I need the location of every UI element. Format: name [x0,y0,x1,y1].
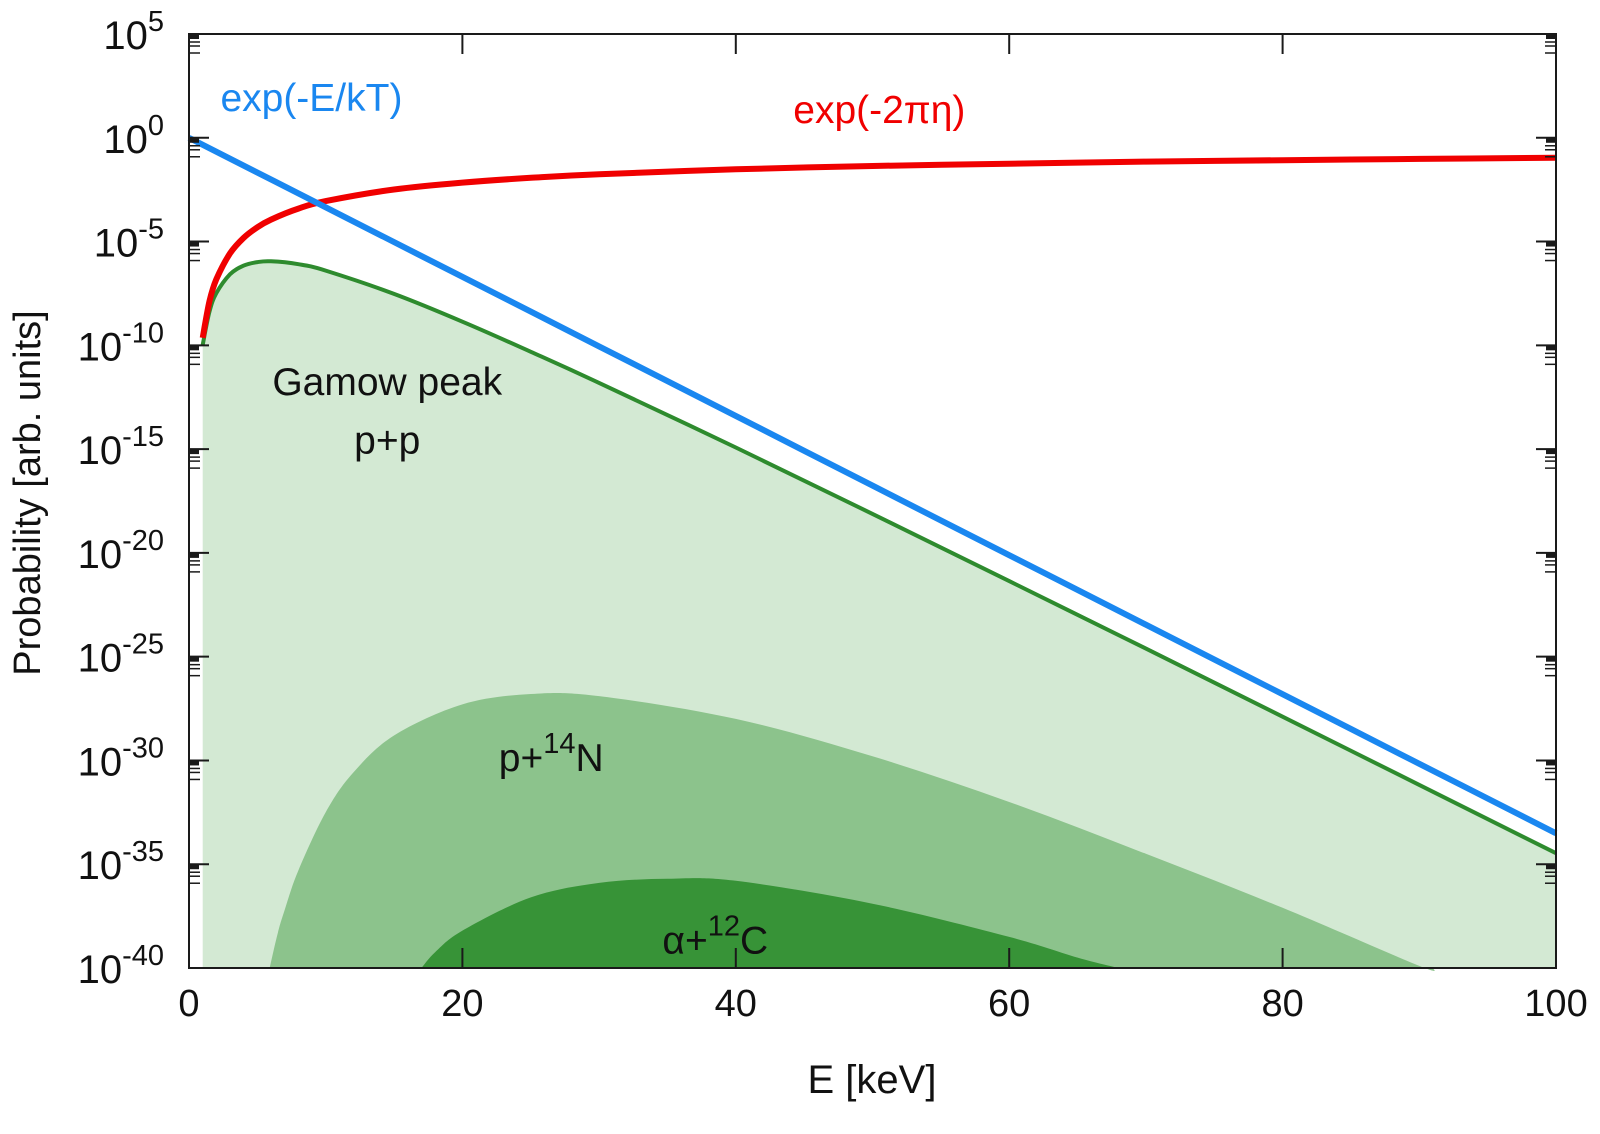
y-tick-label: 10-15 [78,421,164,473]
annotation-pn: p+14N [499,728,604,780]
y-tick-label: 10-20 [78,525,164,577]
line-boltzmann [187,135,1558,836]
y-tick-minor-block [1546,760,1556,766]
y-tick-label: 10-5 [94,214,164,266]
y-tick-minor-block [189,345,199,351]
y-tick-minor-block [189,552,199,558]
y-tick-minor-block [189,864,199,870]
plot-frame [188,33,1557,969]
annotation-gamow1: Gamow peak [272,361,502,404]
line-tunneling [199,154,1557,339]
y-tick-labels: 105 100 10-5 10-10 10-15 10-20 10-25 10-30 10-35… [78,6,164,992]
x-tick-label: 20 [441,983,483,1025]
y-tick-minor-block [1546,241,1556,247]
y-tick-label: 100 [103,110,164,162]
y-tick-minor-block [1546,864,1556,870]
y-tick-minor-block [1546,34,1556,39]
x-tick-label: 60 [988,983,1030,1025]
y-tick-minor-block [1546,137,1556,143]
x-tick-label: 0 [178,983,199,1025]
y-tick-minor-block [189,34,199,39]
y-tick-minor-block [189,241,199,247]
y-tick-minor-block [189,449,199,455]
y-tick-minor-block [189,760,199,766]
y-tick-minor-block [1546,449,1556,455]
y-tick-label: 10-35 [78,836,164,888]
annotation-blue: exp(-E/kT) [220,77,402,120]
line-pp-gamow [200,259,1557,855]
area-fills [202,261,1557,971]
y-tick-minor-block [1546,552,1556,558]
y-tick-minor-block [1546,656,1556,662]
y-tick-label: 10-25 [78,629,164,681]
x-tick-labels: 0 20 40 60 80 100 [178,983,1587,1025]
x-tick-label: 80 [1261,983,1303,1025]
series-lines [187,135,1558,855]
y-tick-minor-block [1546,345,1556,351]
x-tick-label: 40 [715,983,757,1025]
y-axis-label: Probability [arb. units] [7,310,49,675]
area--12c [421,878,1119,968]
y-tick-label: 10-40 [78,940,164,992]
annotation-gamow2: p+p [354,419,420,462]
annotation-red: exp(-2πη) [793,89,965,132]
y-tick-minor-block [189,137,199,143]
annotations: exp(-E/kT) exp(-2πη) Gamow peak p+p p+14N α+1… [220,77,965,963]
y-tick-minor-block [189,656,199,662]
y-tick-label: 105 [103,6,164,58]
y-tick-label: 10-30 [78,732,164,784]
x-axis-label: E [keV] [808,1058,937,1102]
annotation-ac: α+12C [662,910,768,962]
y-tick-label: 10-10 [78,317,164,369]
x-tick-label: 100 [1524,983,1587,1025]
